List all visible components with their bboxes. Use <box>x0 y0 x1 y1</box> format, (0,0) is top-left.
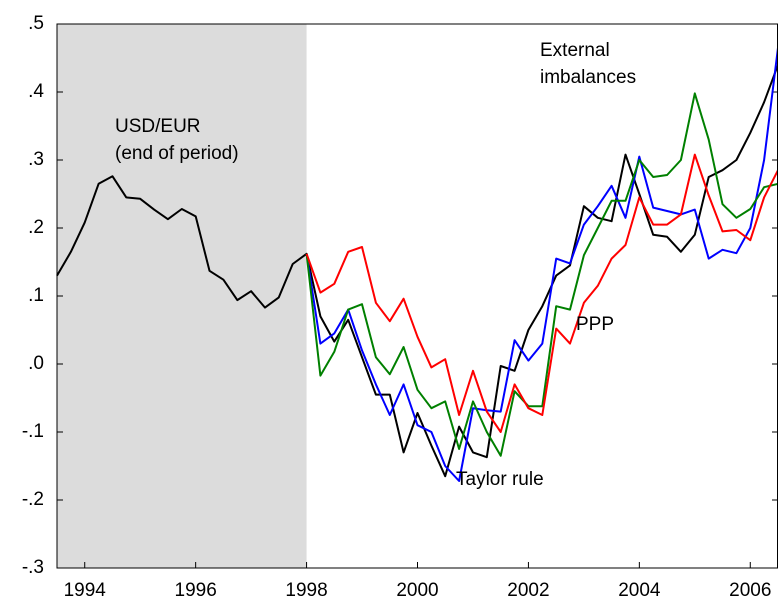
y-tick-label: .3 <box>28 149 44 170</box>
x-tick-label: 2006 <box>729 580 771 601</box>
y-tick-label: .1 <box>28 285 44 306</box>
series-label: imbalances <box>540 67 636 88</box>
x-tick-label: 1994 <box>64 580 107 601</box>
x-tick-label: 2002 <box>507 580 549 601</box>
series-line <box>305 92 778 457</box>
series-line <box>305 153 778 433</box>
series-line <box>305 47 778 482</box>
y-tick-label: -.3 <box>22 557 44 578</box>
x-tick-label: 2000 <box>396 580 438 601</box>
y-tick-label: .2 <box>28 217 44 238</box>
x-tick-label: 1996 <box>175 580 217 601</box>
series-label: PPP <box>576 314 614 335</box>
y-tick-label: -.2 <box>22 489 44 510</box>
series-line <box>56 64 778 478</box>
series-label: External <box>540 40 610 61</box>
x-tick-label: 1998 <box>285 580 327 601</box>
y-tick-label: -.1 <box>22 421 44 442</box>
x-tick-label: 2004 <box>618 580 661 601</box>
shaded-region <box>57 24 307 568</box>
y-tick-label: .0 <box>28 353 44 374</box>
series-label: USD/EUR <box>115 116 201 137</box>
series-label: (end of period) <box>115 143 239 164</box>
series-label: Taylor rule <box>456 469 544 490</box>
y-tick-label: .4 <box>28 81 44 102</box>
y-tick-label: .5 <box>28 13 44 34</box>
